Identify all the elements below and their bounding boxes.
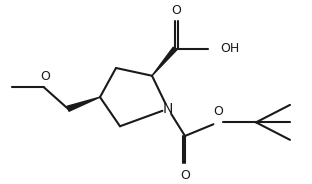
Polygon shape: [152, 47, 177, 76]
Text: N: N: [163, 102, 173, 116]
Text: O: O: [180, 169, 190, 182]
Text: O: O: [40, 70, 50, 83]
Text: O: O: [213, 105, 223, 118]
Polygon shape: [67, 97, 100, 111]
Text: O: O: [171, 3, 181, 17]
Text: OH: OH: [220, 42, 239, 55]
